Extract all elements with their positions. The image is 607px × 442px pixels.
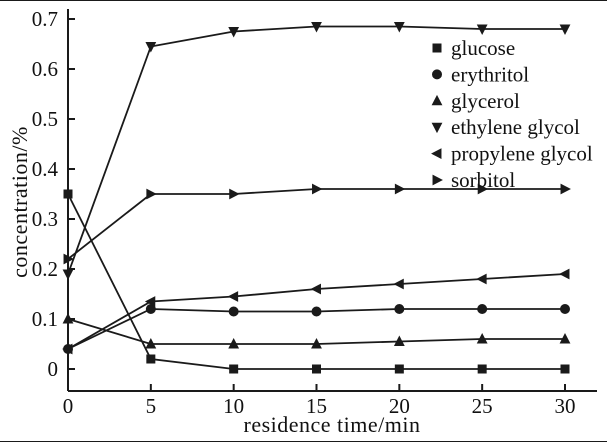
triangle-down-marker-icon xyxy=(559,24,571,35)
circle-marker-icon xyxy=(560,304,570,314)
triangle-left-marker-icon xyxy=(310,283,321,295)
x-tick-label: 10 xyxy=(223,394,244,418)
square-marker-icon xyxy=(63,189,73,199)
y-tick-label: 0.3 xyxy=(32,207,58,231)
legend-label: propylene glycol xyxy=(451,142,593,166)
legend-label: ethylene glycol xyxy=(451,115,580,139)
triangle-right-marker-icon xyxy=(394,183,406,195)
triangle-up-marker-icon xyxy=(311,338,322,349)
square-marker-icon xyxy=(146,354,156,364)
x-tick-label: 0 xyxy=(63,394,74,418)
y-tick-label: 0.2 xyxy=(32,257,58,281)
triangle-left-marker-icon xyxy=(62,343,73,355)
y-tick-label: 0.5 xyxy=(32,107,58,131)
square-marker-icon xyxy=(312,364,321,374)
triangle-right-marker-icon xyxy=(63,253,74,265)
circle-marker-icon xyxy=(228,306,239,317)
triangle-down-marker-icon xyxy=(62,269,74,280)
legend-triangle-down-marker-icon xyxy=(431,122,443,134)
triangle-up-marker-icon xyxy=(393,335,405,346)
square-marker-icon xyxy=(477,364,487,374)
circle-marker-icon xyxy=(394,304,405,314)
square-marker-icon xyxy=(560,364,570,374)
x-axis-label: residence time/min xyxy=(243,412,421,437)
triangle-right-marker-icon xyxy=(312,183,323,195)
circle-marker-icon xyxy=(477,304,488,314)
legend-circle-marker-icon xyxy=(432,69,442,80)
triangle-up-marker-icon xyxy=(145,338,157,349)
triangle-down-marker-icon xyxy=(393,22,405,33)
legend-label: glucose xyxy=(451,36,515,60)
triangle-left-marker-icon xyxy=(476,273,487,285)
triangle-right-marker-icon xyxy=(146,188,157,200)
y-axis-label: concentration/% xyxy=(7,126,32,278)
square-marker-icon xyxy=(394,364,404,374)
x-tick-label: 5 xyxy=(146,394,157,418)
circle-marker-icon xyxy=(145,304,156,314)
y-tick-label: 0.4 xyxy=(32,157,59,181)
triangle-left-marker-icon xyxy=(559,268,570,280)
triangle-down-marker-icon xyxy=(228,27,240,38)
square-marker-icon xyxy=(229,364,239,374)
triangle-right-marker-icon xyxy=(477,183,489,195)
triangle-down-marker-icon xyxy=(311,22,322,33)
series-line-sorbitol xyxy=(67,188,565,260)
y-tick-label: 0.1 xyxy=(32,307,58,331)
circle-marker-icon xyxy=(311,306,322,317)
triangle-left-marker-icon xyxy=(227,291,239,302)
triangle-down-marker-icon xyxy=(145,42,157,53)
legend-triangle-right-marker-icon xyxy=(432,174,443,186)
triangle-left-marker-icon xyxy=(393,278,404,290)
y-tick-label: 0.7 xyxy=(32,7,58,31)
triangle-right-marker-icon xyxy=(560,183,571,195)
x-tick-label: 30 xyxy=(555,394,576,418)
triangle-down-marker-icon xyxy=(476,24,488,35)
legend-label: sorbitol xyxy=(451,168,515,192)
legend-triangle-left-marker-icon xyxy=(431,148,442,159)
x-tick-label: 15 xyxy=(306,394,327,418)
triangle-up-marker-icon xyxy=(476,333,488,344)
triangle-up-marker-icon xyxy=(559,333,571,344)
y-tick-label: 0 xyxy=(48,357,59,381)
x-tick-label: 20 xyxy=(389,394,410,418)
legend-square-marker-icon xyxy=(432,43,442,53)
legend-triangle-up-marker-icon xyxy=(431,94,443,106)
triangle-left-marker-icon xyxy=(144,296,156,307)
triangle-right-marker-icon xyxy=(229,188,240,200)
y-tick-label: 0.6 xyxy=(32,57,58,81)
legend-label: glycerol xyxy=(451,89,520,113)
triangle-up-marker-icon xyxy=(228,338,240,349)
x-tick-label: 25 xyxy=(472,394,493,418)
legend-label: erythritol xyxy=(451,62,529,86)
triangle-up-marker-icon xyxy=(62,313,74,324)
